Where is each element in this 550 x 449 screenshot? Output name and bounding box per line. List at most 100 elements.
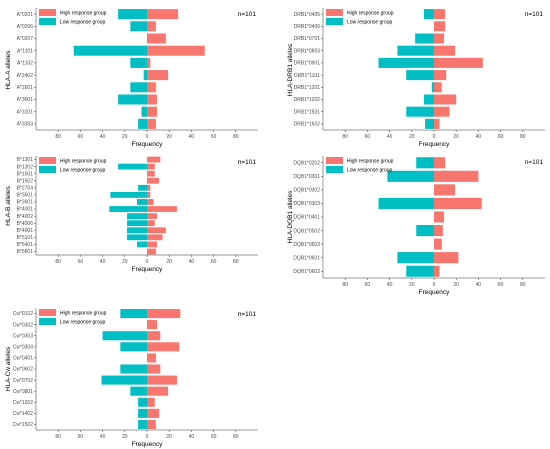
category-label: A*3101 (17, 109, 34, 115)
low-response-bar (102, 331, 147, 341)
category-label: B*1501 (17, 171, 34, 177)
low-response-bar (138, 419, 147, 430)
high-response-bar (434, 70, 447, 81)
sample-size-label: n=101 (238, 159, 257, 166)
high-response-bar (147, 320, 157, 330)
low-response-bar (406, 70, 434, 81)
high-response-bar (147, 33, 166, 44)
x-tick-label: 60 (498, 134, 504, 140)
category-label: DRB1*1501 (294, 109, 321, 115)
x-tick-label: 80 (233, 134, 239, 140)
low-response-bar (138, 184, 147, 191)
low-response-bar (127, 213, 147, 220)
high-response-bar (147, 220, 155, 227)
legend-label-high: High response group (347, 159, 394, 165)
low-response-bar (120, 308, 147, 319)
x-tick-label: 80 (342, 134, 348, 140)
low-response-bar (416, 224, 434, 237)
sample-size-label: n=101 (238, 311, 257, 318)
x-tick-label: 80 (233, 434, 239, 440)
low-response-bar (397, 45, 434, 56)
low-response-bar (143, 70, 147, 81)
high-response-bar (147, 118, 156, 129)
x-tick-label: 40 (387, 282, 393, 288)
high-response-bar (147, 375, 177, 385)
low-response-bar (118, 9, 147, 20)
high-response-bar (147, 241, 157, 248)
x-tick-label: 60 (78, 259, 84, 265)
category-label: DRB1*0701 (294, 36, 321, 42)
low-response-bar (138, 397, 147, 407)
category-label: Cw*0801 (13, 389, 34, 395)
low-response-bar (378, 197, 434, 210)
high-response-bar (147, 234, 163, 241)
category-label: A*0207 (17, 36, 34, 42)
x-tick-label: 40 (189, 259, 195, 265)
low-response-bar (109, 206, 147, 212)
high-response-bar (147, 206, 177, 212)
low-response-bar (416, 157, 434, 169)
x-tick-label: 20 (409, 134, 415, 140)
low-response-bar (137, 241, 147, 248)
high-response-bar (147, 170, 155, 177)
high-response-bar (434, 265, 440, 277)
x-tick-label: 80 (233, 259, 239, 265)
low-response-bar (397, 252, 434, 264)
x-tick-label: 60 (211, 434, 217, 440)
x-tick-label: 80 (55, 434, 61, 440)
category-label: B*4001 (17, 207, 34, 213)
category-label: DQB1*0602 (293, 269, 320, 275)
high-response-bar (434, 57, 483, 68)
high-response-bar (147, 227, 166, 234)
x-tick-label: 60 (211, 134, 217, 140)
category-label: DQB1*0301 (293, 174, 320, 180)
low-response-bar (425, 118, 434, 129)
x-tick-label: 40 (100, 259, 106, 265)
high-response-bar (147, 177, 160, 184)
category-label: Cw*0102 (13, 311, 34, 317)
low-response-bar (424, 94, 434, 105)
high-response-bar (434, 82, 442, 93)
x-tick-label: 20 (166, 259, 172, 265)
category-label: DRB1*1602 (294, 122, 321, 128)
category-label: DRB1*0803 (294, 48, 321, 54)
high-response-bar (147, 397, 155, 407)
legend-swatch-high (39, 309, 56, 316)
high-response-bar (147, 163, 155, 170)
legend-swatch-high (326, 157, 343, 164)
low-response-bar (120, 364, 147, 374)
high-response-bar (147, 21, 156, 32)
x-tick-label: 20 (166, 134, 172, 140)
x-tick-label: 40 (189, 434, 195, 440)
x-tick-label: 20 (166, 434, 172, 440)
x-tick-label: 20 (409, 282, 415, 288)
category-label: A*0206 (17, 24, 34, 30)
category-label: A*1101 (17, 48, 33, 54)
chart-panel-1: DRB1*0405 DRB1*0406 DRB1*0701 DRB1*0803 DRB1… (287, 8, 545, 148)
low-response-bar (118, 94, 147, 105)
low-response-bar (138, 408, 147, 418)
category-label: DQB1*0401 (293, 215, 320, 221)
legend-label-high: High response group (60, 159, 107, 165)
legend-swatch-low (39, 318, 56, 325)
legend-swatch-high (326, 9, 343, 16)
x-tick-label: 60 (78, 434, 84, 440)
legend-label-high: High response group (60, 311, 107, 317)
low-response-bar (387, 170, 434, 182)
low-response-bar (141, 106, 147, 117)
low-response-bar (137, 199, 147, 205)
high-response-bar (434, 238, 442, 250)
legend-swatch-low (39, 18, 56, 25)
high-response-bar (147, 419, 156, 430)
category-label: DRB1*1202 (294, 97, 321, 103)
category-label: DRB1*1201 (294, 85, 321, 91)
sample-size-label: n=101 (238, 11, 257, 18)
x-tick-label: 40 (100, 134, 106, 140)
high-response-bar (147, 94, 157, 105)
chart-panel-3: DQB1*0202 DQB1*0301 DQB1*0302 DQB1*0303 DQB1… (287, 156, 545, 296)
low-response-bar (424, 9, 434, 20)
y-axis-title: HLA-DQB1 alleles (287, 190, 294, 243)
high-response-bar (147, 191, 151, 198)
